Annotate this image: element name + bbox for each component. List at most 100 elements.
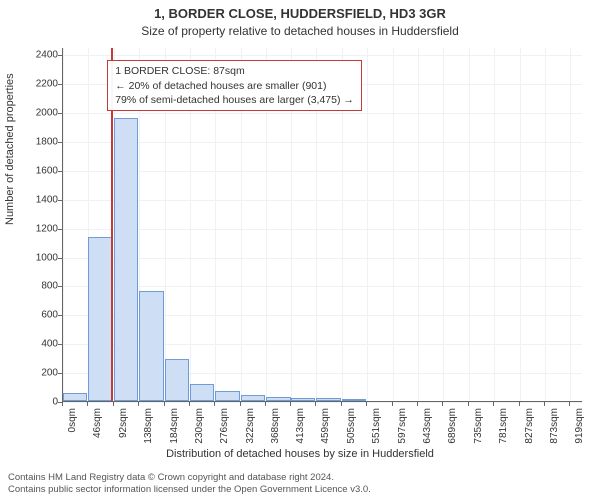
histogram-bar (88, 237, 112, 401)
x-tick-mark (366, 402, 367, 406)
x-tick-mark (569, 402, 570, 406)
y-tick-mark (58, 200, 62, 201)
histogram-bar (266, 397, 290, 401)
gridline-v (520, 48, 521, 401)
y-tick-mark (58, 344, 62, 345)
y-tick-label: 1600 (18, 165, 58, 176)
y-tick-label: 1200 (18, 223, 58, 234)
y-tick-label: 1800 (18, 136, 58, 147)
x-tick-label: 184sqm (169, 408, 180, 448)
x-tick-mark (240, 402, 241, 406)
x-tick-mark (544, 402, 545, 406)
gridline-v (469, 48, 470, 401)
x-tick-label: 643sqm (422, 408, 433, 448)
y-axis-label: Number of detached properties (4, 73, 16, 225)
y-tick-mark (58, 171, 62, 172)
annotation-line: ← 20% of detached houses are smaller (90… (115, 79, 354, 93)
gridline-v (570, 48, 571, 401)
x-tick-mark (189, 402, 190, 406)
annotation-line: 79% of semi-detached houses are larger (… (115, 93, 354, 107)
gridline-h (63, 229, 582, 230)
gridline-h (63, 113, 582, 114)
x-tick-mark (214, 402, 215, 406)
gridline-v (494, 48, 495, 401)
x-tick-label: 597sqm (397, 408, 408, 448)
x-tick-mark (315, 402, 316, 406)
gridline-h (63, 142, 582, 143)
x-tick-mark (442, 402, 443, 406)
gridline-h (63, 200, 582, 201)
gridline-v (63, 48, 64, 401)
x-tick-mark (519, 402, 520, 406)
y-tick-mark (58, 258, 62, 259)
x-tick-mark (138, 402, 139, 406)
x-tick-label: 46sqm (92, 408, 103, 448)
x-tick-label: 230sqm (194, 408, 205, 448)
gridline-v (393, 48, 394, 401)
y-tick-label: 200 (18, 368, 58, 379)
x-tick-mark (341, 402, 342, 406)
x-tick-mark (392, 402, 393, 406)
x-tick-mark (62, 402, 63, 406)
y-tick-mark (58, 113, 62, 114)
x-tick-mark (493, 402, 494, 406)
x-tick-label: 735sqm (473, 408, 484, 448)
y-tick-label: 400 (18, 339, 58, 350)
histogram-bar (114, 118, 138, 401)
x-tick-label: 276sqm (219, 408, 230, 448)
gridline-h (63, 286, 582, 287)
x-tick-label: 0sqm (67, 408, 78, 448)
y-tick-mark (58, 286, 62, 287)
y-tick-mark (58, 229, 62, 230)
x-tick-label: 781sqm (498, 408, 509, 448)
x-tick-label: 689sqm (447, 408, 458, 448)
chart-title-line2: Size of property relative to detached ho… (0, 24, 600, 38)
footer-line-2: Contains public sector information licen… (8, 484, 371, 496)
x-tick-label: 827sqm (524, 408, 535, 448)
gridline-v (443, 48, 444, 401)
footer-line-1: Contains HM Land Registry data © Crown c… (8, 472, 371, 484)
chart-container: 1, BORDER CLOSE, HUDDERSFIELD, HD3 3GR S… (0, 0, 600, 500)
chart-title-line1: 1, BORDER CLOSE, HUDDERSFIELD, HD3 3GR (0, 6, 600, 21)
gridline-h (63, 55, 582, 56)
histogram-bar (291, 398, 315, 401)
y-tick-mark (58, 142, 62, 143)
y-tick-label: 2400 (18, 50, 58, 61)
x-tick-label: 459sqm (320, 408, 331, 448)
x-tick-label: 322sqm (245, 408, 256, 448)
x-tick-label: 138sqm (143, 408, 154, 448)
histogram-bar (139, 291, 163, 401)
histogram-bar (63, 393, 87, 401)
gridline-v (418, 48, 419, 401)
x-tick-label: 919sqm (574, 408, 585, 448)
x-tick-label: 92sqm (118, 408, 129, 448)
x-tick-mark (468, 402, 469, 406)
gridline-h (63, 402, 582, 403)
plot-area: 1 BORDER CLOSE: 87sqm← 20% of detached h… (62, 48, 582, 402)
y-tick-mark (58, 373, 62, 374)
annotation-line: 1 BORDER CLOSE: 87sqm (115, 64, 354, 78)
histogram-bar (316, 398, 340, 401)
y-tick-mark (58, 84, 62, 85)
x-tick-mark (113, 402, 114, 406)
histogram-bar (190, 384, 214, 401)
footer-attribution: Contains HM Land Registry data © Crown c… (8, 472, 371, 496)
x-tick-mark (290, 402, 291, 406)
histogram-bar (342, 399, 366, 401)
x-tick-label: 368sqm (270, 408, 281, 448)
y-tick-label: 0 (18, 397, 58, 408)
x-tick-label: 873sqm (549, 408, 560, 448)
y-tick-label: 2000 (18, 108, 58, 119)
x-tick-mark (87, 402, 88, 406)
annotation-box: 1 BORDER CLOSE: 87sqm← 20% of detached h… (107, 60, 362, 111)
x-tick-mark (417, 402, 418, 406)
histogram-bar (215, 391, 239, 401)
histogram-bar (165, 359, 189, 401)
y-tick-label: 600 (18, 310, 58, 321)
x-tick-label: 505sqm (346, 408, 357, 448)
x-axis-label: Distribution of detached houses by size … (0, 448, 600, 460)
y-tick-mark (58, 315, 62, 316)
histogram-bar (241, 395, 265, 402)
gridline-v (545, 48, 546, 401)
y-tick-label: 800 (18, 281, 58, 292)
